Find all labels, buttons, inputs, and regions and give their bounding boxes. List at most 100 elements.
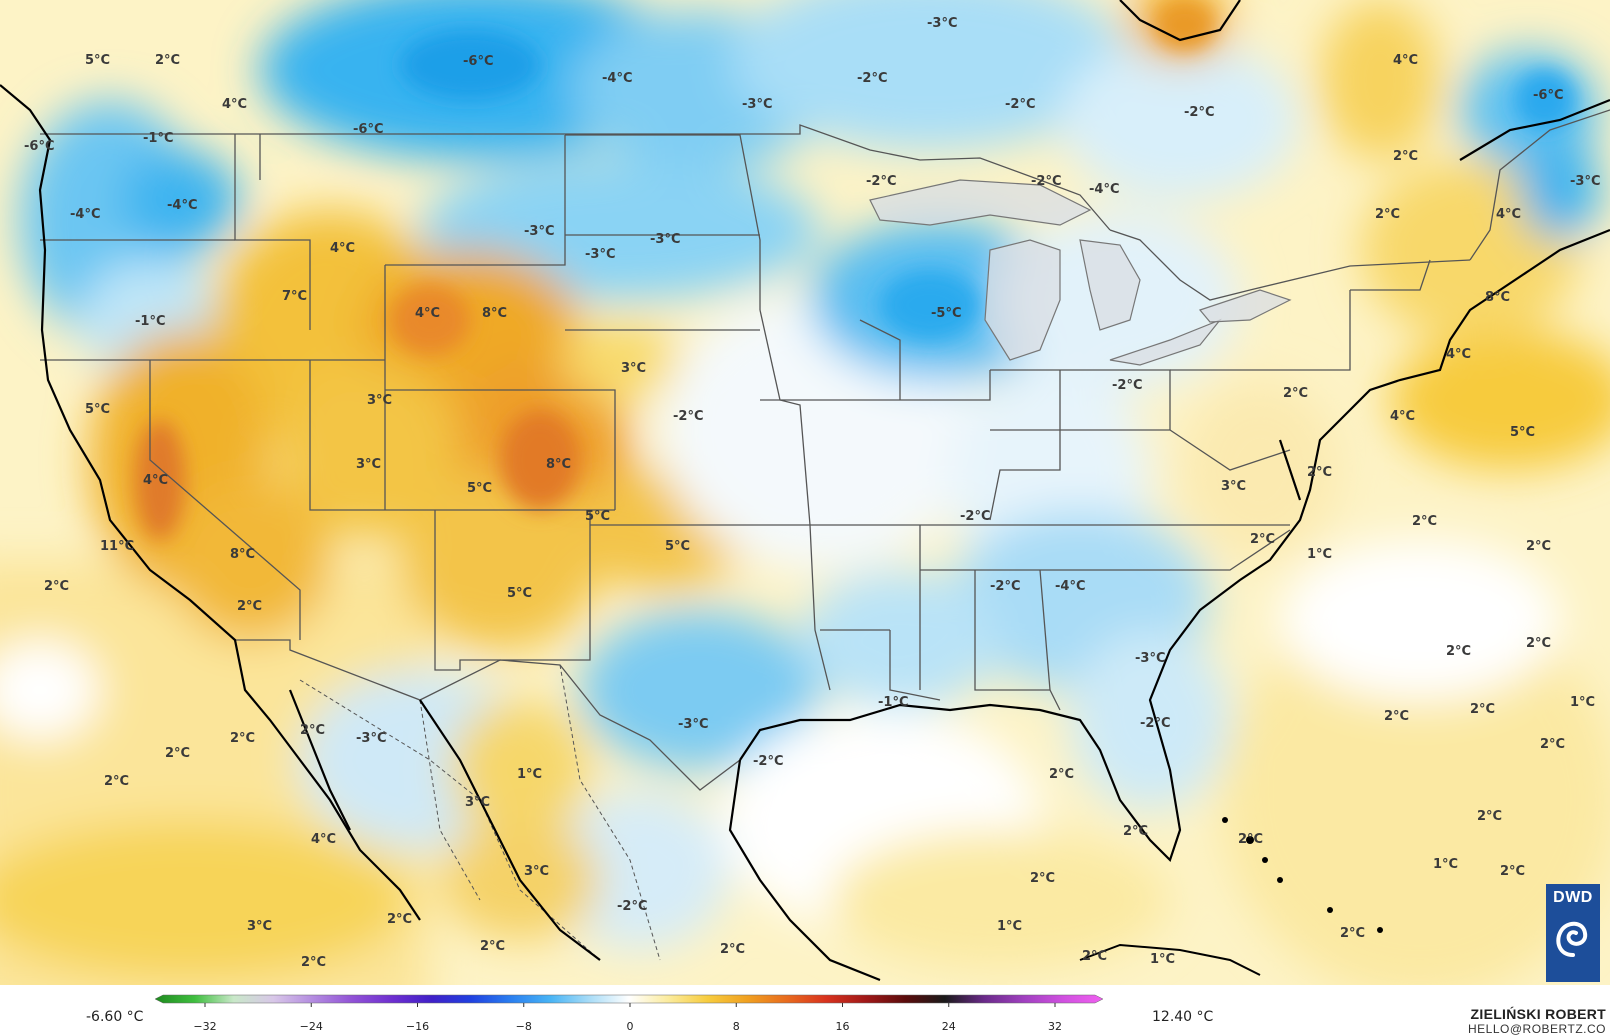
- temp-label: -3°C: [650, 232, 680, 247]
- temp-label: 2°C: [1393, 149, 1418, 164]
- temp-label: 5°C: [1510, 425, 1535, 440]
- dwd-logo-text: DWD: [1553, 889, 1593, 906]
- temp-label: -3°C: [524, 224, 554, 239]
- temp-label: 2°C: [1470, 702, 1495, 717]
- temp-label: 3°C: [367, 393, 392, 408]
- temp-label: 2°C: [1384, 709, 1409, 724]
- temp-label: 2°C: [1030, 871, 1055, 886]
- temp-label: 2°C: [1526, 636, 1551, 651]
- temp-label: -2°C: [1112, 378, 1142, 393]
- temp-label: 4°C: [415, 306, 440, 321]
- temp-label: 2°C: [1340, 926, 1365, 941]
- temp-label: 8°C: [482, 306, 507, 321]
- temp-label: -4°C: [70, 207, 100, 222]
- temp-label: 5°C: [467, 481, 492, 496]
- temp-label: 4°C: [222, 97, 247, 112]
- islands: [1079, 817, 1383, 976]
- temp-label: 3°C: [247, 919, 272, 934]
- temp-label: 3°C: [524, 864, 549, 879]
- temp-label: 2°C: [1082, 949, 1107, 964]
- temp-label: 2°C: [1500, 864, 1525, 879]
- legend-max-value: 12.40 °C: [1152, 1009, 1214, 1025]
- temp-label: -1°C: [135, 314, 165, 329]
- temp-label: 4°C: [1390, 409, 1415, 424]
- legend-tick-label: 8: [732, 1020, 740, 1033]
- temp-label: 2°C: [387, 912, 412, 927]
- dwd-logo: DWD: [1546, 884, 1600, 982]
- temp-label: -1°C: [878, 695, 908, 710]
- temp-label: -2°C: [617, 899, 647, 914]
- legend-min-value: -6.60 °C: [86, 1009, 144, 1025]
- temp-label: 1°C: [1433, 857, 1458, 872]
- temp-label: -2°C: [1005, 97, 1035, 112]
- temp-label: -2°C: [990, 579, 1020, 594]
- temp-label: 4°C: [1496, 207, 1521, 222]
- temp-label: 2°C: [155, 53, 180, 68]
- anomaly-peaks: [135, 0, 1575, 540]
- temp-label: 5°C: [85, 53, 110, 68]
- temp-label: 7°C: [282, 289, 307, 304]
- temp-label: -2°C: [960, 509, 990, 524]
- temp-label: 5°C: [85, 402, 110, 417]
- temp-label: 2°C: [1412, 514, 1437, 529]
- temp-label: -4°C: [1089, 182, 1119, 197]
- coastlines: [0, 0, 1610, 982]
- author-credit: ZIELIŃSKI ROBERT: [1470, 1006, 1606, 1022]
- temp-label: 8°C: [1485, 290, 1510, 305]
- temp-label: 3°C: [1221, 479, 1246, 494]
- temp-label: 8°C: [546, 457, 571, 472]
- temp-label: 2°C: [1540, 737, 1565, 752]
- temp-label: 11°C: [100, 539, 134, 554]
- temp-label: 4°C: [311, 832, 336, 847]
- temp-label: -3°C: [1570, 174, 1600, 189]
- temp-label: -2°C: [857, 71, 887, 86]
- temp-label: 2°C: [1238, 832, 1263, 847]
- swirl-icon: [1546, 911, 1600, 965]
- temp-label: 4°C: [330, 241, 355, 256]
- legend-colorbar: [154, 994, 1104, 1007]
- temp-label: 5°C: [665, 539, 690, 554]
- temp-label: 8°C: [230, 547, 255, 562]
- temp-label: 1°C: [517, 767, 542, 782]
- temp-label: -3°C: [585, 247, 615, 262]
- legend-tick-label: −32: [193, 1020, 217, 1033]
- temp-label: 2°C: [300, 723, 325, 738]
- temp-label: -4°C: [602, 71, 632, 86]
- temp-label: -3°C: [927, 16, 957, 31]
- temp-label: 3°C: [621, 361, 646, 376]
- temp-label: 2°C: [230, 731, 255, 746]
- temperature-labels: 5°C 2°C 4°C -6°C -4°C -3°C -2°C -2°C -3°…: [24, 16, 1600, 970]
- temp-label: 2°C: [237, 599, 262, 614]
- temp-label: 4°C: [143, 473, 168, 488]
- great-lakes: [869, 179, 1292, 366]
- temp-label: 5°C: [585, 509, 610, 524]
- temp-label: 1°C: [997, 919, 1022, 934]
- temp-label: -2°C: [673, 409, 703, 424]
- temp-label: 2°C: [1250, 532, 1275, 547]
- temp-label: 2°C: [1123, 824, 1148, 839]
- author-email: HELLO@ROBERTZ.CO: [1468, 1022, 1606, 1036]
- temp-label: 2°C: [1526, 539, 1551, 554]
- legend-tick-label: 24: [941, 1020, 956, 1033]
- temp-label: 2°C: [165, 746, 190, 761]
- temp-label: 2°C: [1283, 386, 1308, 401]
- temp-label: 1°C: [1570, 695, 1595, 710]
- legend-tick-label: 0: [626, 1020, 634, 1033]
- temp-label: 2°C: [1446, 644, 1471, 659]
- temp-label: -6°C: [24, 139, 54, 154]
- anomaly-field: [0, 0, 1610, 985]
- temp-label: -3°C: [356, 731, 386, 746]
- temp-label: 1°C: [1307, 547, 1332, 562]
- temp-label: 2°C: [1375, 207, 1400, 222]
- legend-tick-label: −24: [299, 1020, 323, 1033]
- legend-tick-label: −16: [405, 1020, 430, 1033]
- temp-label: -6°C: [1533, 88, 1563, 103]
- temp-label: 2°C: [301, 955, 326, 970]
- temp-label: -6°C: [463, 54, 493, 69]
- temperature-anomaly-map: 5°C 2°C 4°C -6°C -4°C -3°C -2°C -2°C -3°…: [0, 0, 1610, 985]
- legend-tick-label: 32: [1048, 1020, 1062, 1033]
- temp-label: -2°C: [866, 174, 896, 189]
- temp-label: 1°C: [1150, 952, 1175, 967]
- temp-label: -2°C: [753, 754, 783, 769]
- temp-label: 2°C: [1307, 465, 1332, 480]
